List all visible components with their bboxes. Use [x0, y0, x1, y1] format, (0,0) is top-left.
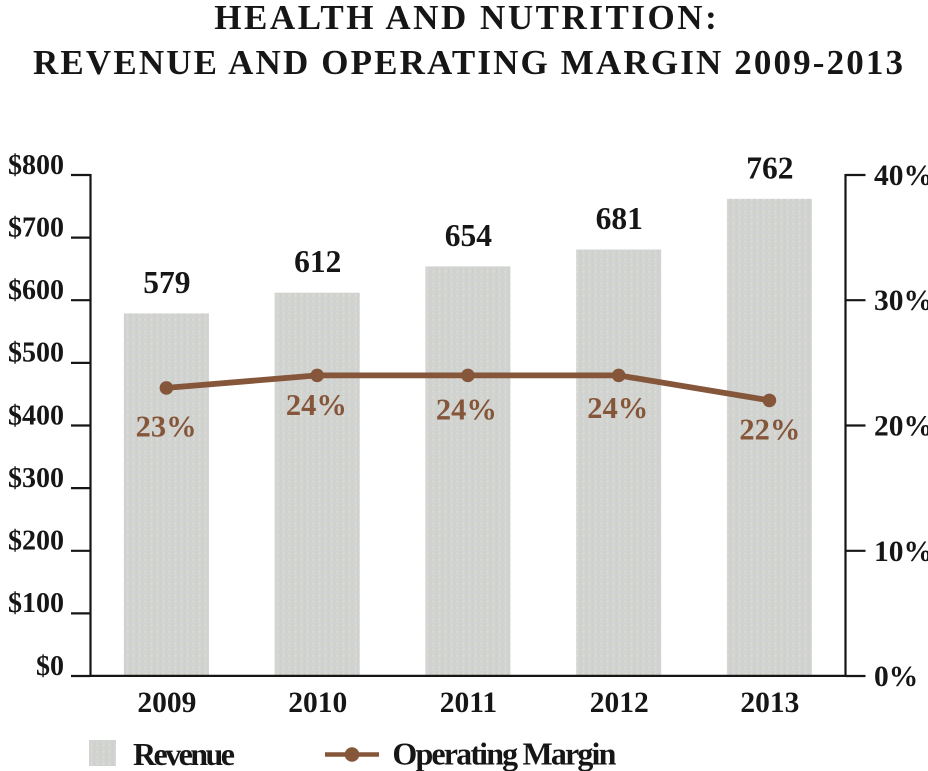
svg-text:2013: 2013: [740, 687, 799, 719]
svg-text:30%: 30%: [874, 285, 928, 317]
svg-text:$700: $700: [8, 212, 64, 243]
svg-text:$500: $500: [8, 338, 64, 369]
svg-text:$400: $400: [8, 400, 64, 431]
svg-text:$300: $300: [8, 463, 64, 494]
svg-text:0%: 0%: [874, 661, 918, 693]
svg-text:24%: 24%: [587, 391, 648, 425]
svg-text:2012: 2012: [590, 687, 649, 719]
svg-text:Operating Margin: Operating Margin: [392, 736, 616, 771]
svg-text:612: 612: [294, 244, 341, 279]
svg-text:2011: 2011: [440, 687, 497, 719]
svg-text:10%: 10%: [874, 536, 928, 568]
svg-text:40%: 40%: [874, 160, 928, 192]
svg-text:654: 654: [445, 218, 493, 253]
svg-text:23%: 23%: [136, 410, 197, 444]
svg-text:24%: 24%: [286, 388, 347, 422]
svg-text:HEALTH AND NUTRITION:: HEALTH AND NUTRITION:: [214, 0, 717, 37]
svg-text:REVENUE AND OPERATING MARGIN 2: REVENUE AND OPERATING MARGIN 2009-2013: [33, 43, 903, 82]
svg-text:20%: 20%: [874, 411, 928, 443]
svg-text:762: 762: [746, 150, 793, 185]
svg-text:$800: $800: [8, 150, 64, 181]
svg-text:$600: $600: [8, 275, 64, 306]
svg-text:2010: 2010: [288, 687, 347, 719]
svg-text:$100: $100: [8, 588, 64, 619]
svg-text:681: 681: [596, 201, 643, 236]
svg-text:22%: 22%: [739, 413, 800, 447]
svg-text:$200: $200: [8, 526, 64, 557]
svg-text:2009: 2009: [137, 687, 196, 719]
svg-text:$0: $0: [36, 651, 64, 682]
svg-text:24%: 24%: [436, 393, 497, 427]
svg-text:Revenue: Revenue: [133, 736, 235, 771]
svg-text:579: 579: [143, 265, 190, 300]
